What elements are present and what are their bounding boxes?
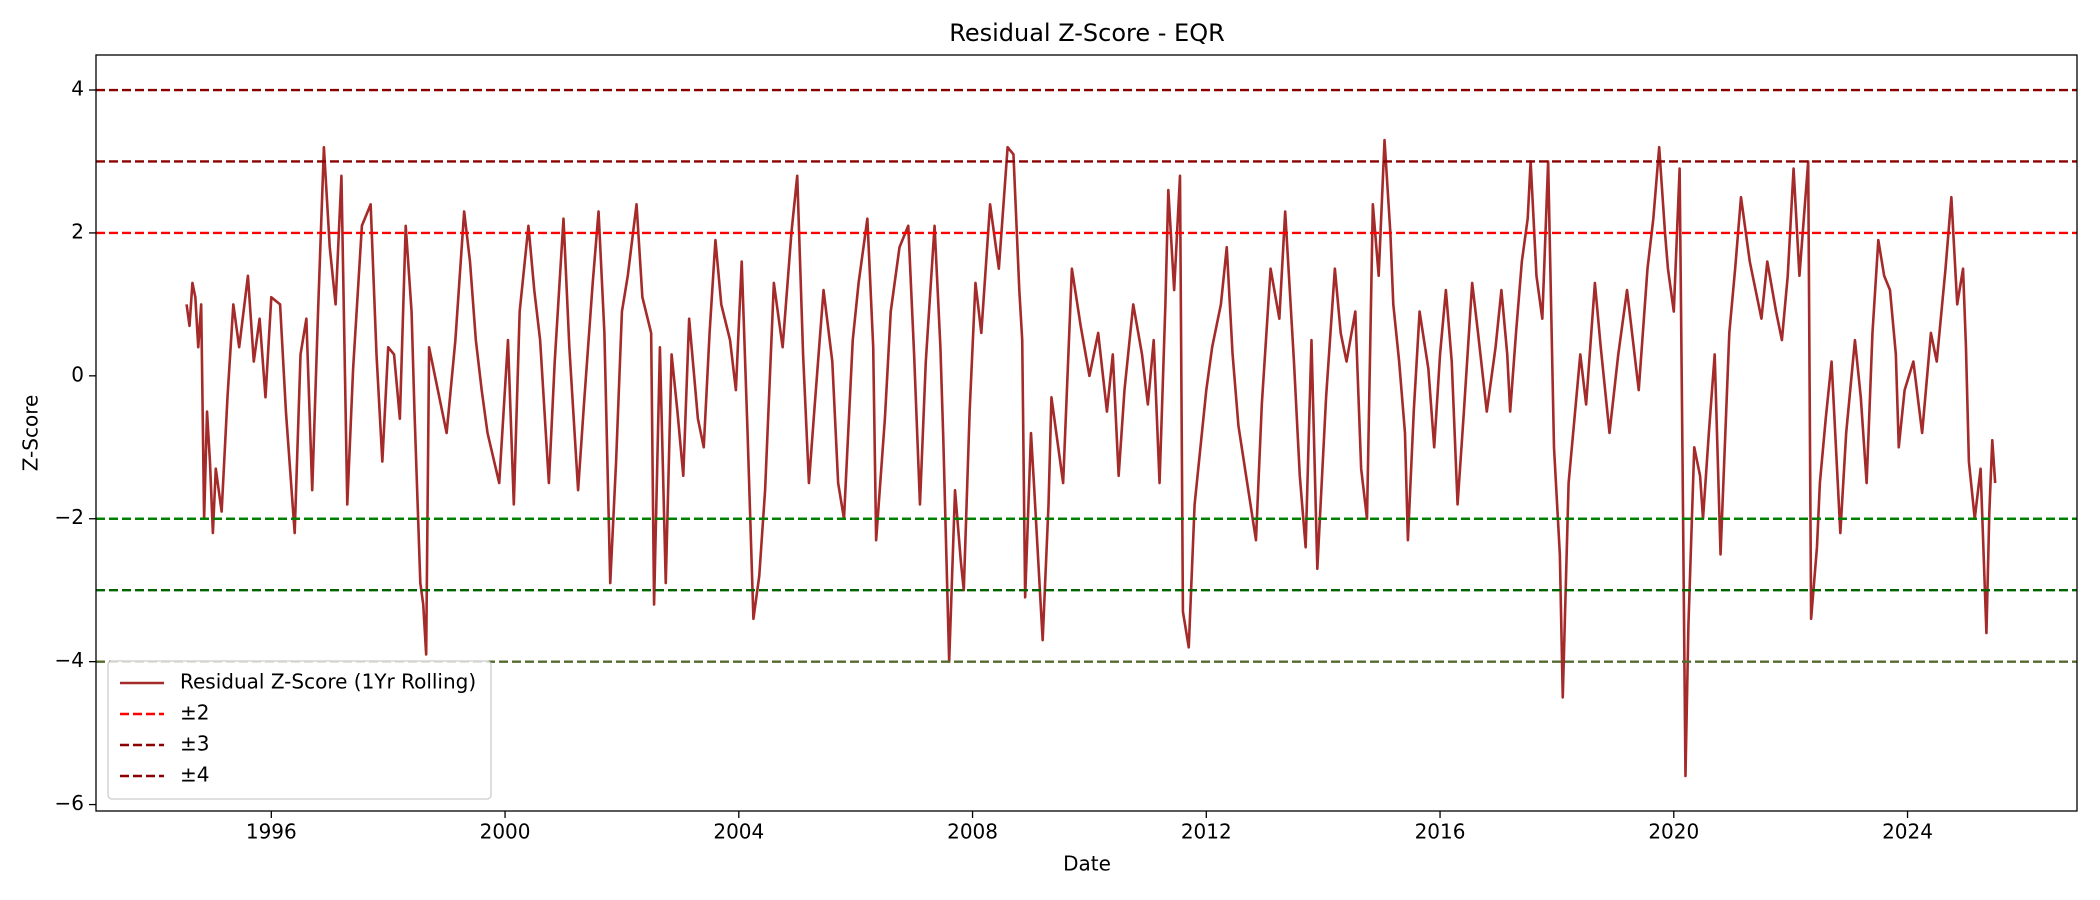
y-tick-label: 2 [71,219,84,243]
y-tick-label: 0 [71,362,84,386]
legend-label: ±3 [180,732,209,756]
x-tick-label: 2004 [713,820,764,844]
x-tick-label: 2024 [1882,820,1933,844]
data-line [185,138,1997,778]
y-tick-label: −2 [55,505,84,529]
chart-title: Residual Z-Score - EQR [949,19,1225,47]
legend: Residual Z-Score (1Yr Rolling) ±2 ±3 ±4 [107,660,492,800]
y-axis-label: Z-Score [19,395,43,472]
x-tick-label: 2008 [947,820,998,844]
y-tick-label: −4 [55,648,84,672]
x-axis-label: Date [1063,852,1111,876]
x-tick-label: 2000 [480,820,531,844]
x-tick-label: 2020 [1648,820,1699,844]
legend-label: ±2 [180,701,209,725]
legend-label: Residual Z-Score (1Yr Rolling) [180,670,476,694]
y-tick-label: 4 [71,77,84,101]
legend-box [107,660,492,800]
x-tick-label: 2016 [1415,820,1466,844]
legend-label: ±4 [180,763,209,787]
plot-frame [95,54,2078,812]
x-tick-label: 2012 [1181,820,1232,844]
x-tick-label: 1996 [246,820,297,844]
y-tick-label: −6 [55,791,84,815]
